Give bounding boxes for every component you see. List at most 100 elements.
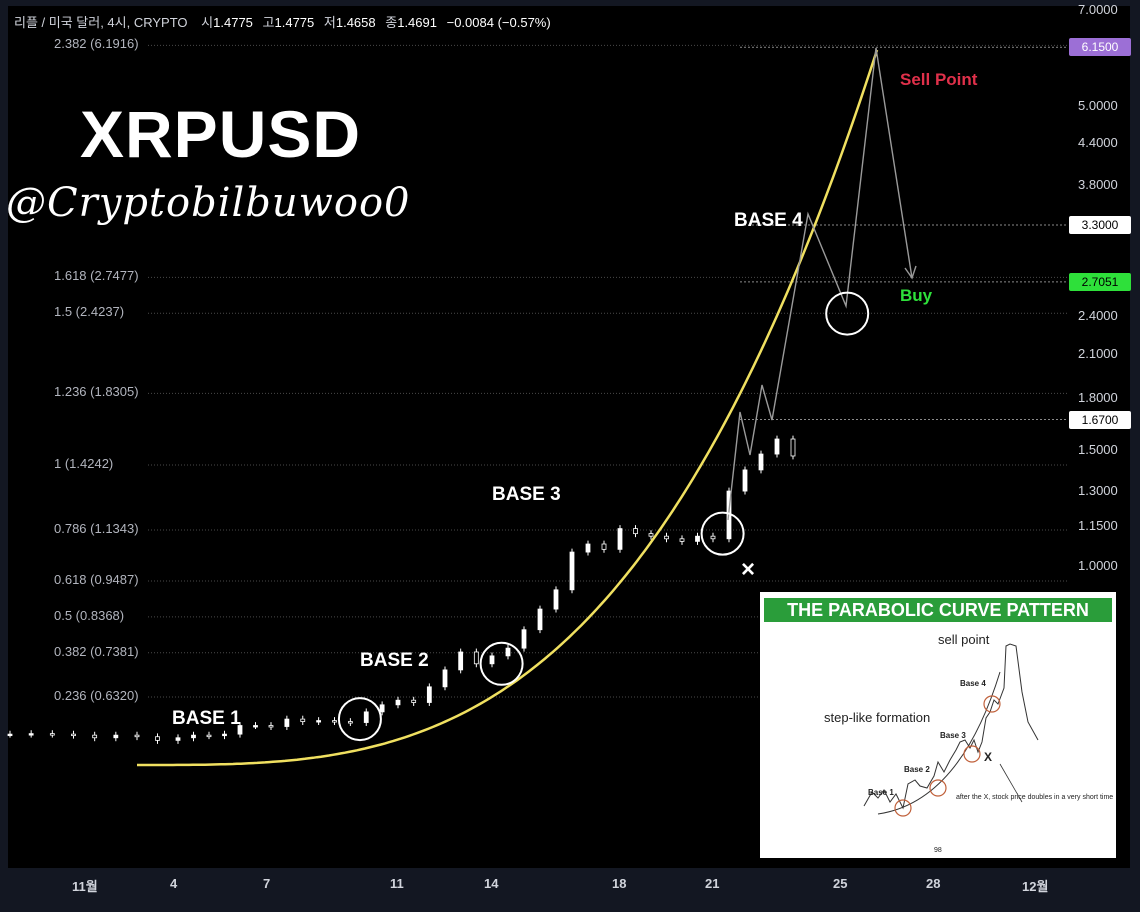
x-tick-7: 25 — [833, 876, 848, 891]
legend-low: 1.4658 — [335, 15, 376, 30]
candle-body-40 — [679, 538, 685, 542]
inset-title: THE PARABOLIC CURVE PATTERN — [764, 598, 1112, 622]
fib-label-3: 1.236 (1.8305) — [54, 384, 139, 400]
candle-body-39 — [664, 535, 669, 540]
inset-arrow — [999, 763, 1023, 803]
candle-body-22 — [395, 699, 401, 706]
x-tick-6: 21 — [705, 876, 720, 891]
projection-line — [727, 47, 913, 521]
candle-body-38 — [648, 533, 654, 537]
x-tick-0: 11월 — [72, 879, 98, 894]
y-tick-14: 1.0000 — [1078, 558, 1118, 573]
candle-body-25 — [442, 669, 448, 688]
price-badge-0: 6.1500 — [1069, 38, 1131, 57]
candle-body-10 — [206, 734, 212, 738]
legend-change: −0.0084 (−0.57%) — [446, 15, 551, 30]
inset-step-like: step-like formation — [824, 710, 931, 725]
candle-body-35 — [601, 543, 607, 550]
inset-circle-1 — [894, 799, 912, 817]
inset-page-number: 98 — [934, 847, 942, 854]
candle-body-46 — [774, 438, 780, 455]
fib-label-7: 0.5 (0.8368) — [54, 607, 125, 623]
candle-body-3 — [71, 733, 76, 737]
x-tick-5: 18 — [612, 876, 627, 891]
price-badge-1: 3.3000 — [1069, 216, 1131, 235]
inset-base2: Base 2 — [904, 765, 930, 774]
candle-body-2 — [49, 733, 55, 736]
x-tick-9: 12월 — [1022, 879, 1049, 894]
candle-body-0 — [7, 733, 13, 737]
candle-body-9 — [191, 734, 196, 739]
base-circle-1 — [337, 697, 382, 742]
legend-high-label: 고 — [262, 15, 275, 30]
y-tick-8: 2.1000 — [1078, 346, 1118, 362]
inset-diagram — [863, 643, 1039, 817]
candle-body-30 — [521, 629, 527, 649]
candle-body-11 — [222, 733, 227, 737]
base-label-2: BASE 2 — [360, 650, 429, 671]
base-circle-4 — [825, 291, 870, 336]
candle-body-17 — [316, 720, 322, 723]
y-tick-2: 5.0000 — [1078, 98, 1118, 114]
y-tick-12: 1.3000 — [1078, 483, 1118, 499]
x-tick-8: 28 — [926, 876, 941, 891]
candle-body-6 — [134, 734, 140, 738]
candle-body-44 — [742, 469, 748, 492]
inset-circle-3 — [963, 745, 981, 763]
y-tick-13: 1.1500 — [1078, 518, 1118, 534]
candle-body-36 — [617, 528, 623, 550]
candle-body-47 — [790, 438, 796, 457]
candle-body-27 — [473, 651, 479, 665]
base-label-4: BASE 4 — [734, 210, 803, 231]
candle-body-32 — [553, 589, 559, 610]
price-badge-2: 2.7051 — [1069, 272, 1131, 291]
candle-body-34 — [585, 543, 591, 553]
candle-body-31 — [537, 608, 543, 631]
fib-label-9: 0.236 (0.6320) — [54, 688, 139, 704]
fib-label-1: 1.618 (2.7477) — [54, 268, 139, 284]
legend-low-label: 저 — [323, 15, 336, 30]
inset-base4: Base 4 — [960, 679, 986, 688]
inset-sell-point: sell point — [938, 632, 990, 647]
overlay-handle: @Cryptobilbuwoo0 — [6, 180, 411, 226]
base-circle-3 — [700, 511, 745, 556]
candle-body-24 — [426, 686, 432, 703]
candle-body-12 — [237, 725, 243, 735]
candle-body-21 — [379, 704, 385, 713]
fib-label-4: 1 (1.4242) — [54, 456, 114, 472]
x-tick-3: 11 — [390, 876, 404, 891]
fib-label-2: 1.5 (2.4237) — [54, 304, 125, 320]
candle-body-26 — [458, 651, 464, 671]
base-circle-2 — [479, 641, 524, 686]
candle-body-14 — [268, 725, 274, 728]
legend-close-label: 종 — [385, 15, 398, 30]
candle-body-42 — [710, 535, 716, 540]
legend-close: 1.4691 — [397, 15, 437, 30]
x-tick-2: 7 — [263, 876, 271, 891]
candle-body-45 — [758, 453, 764, 471]
buy-label: Buy — [900, 286, 933, 305]
fib-label-8: 0.382 (0.7381) — [54, 643, 139, 659]
legend-high: 1.4775 — [274, 15, 315, 30]
sell-point-label: Sell Point — [900, 70, 978, 89]
parabolic-pattern-inset: THE PARABOLIC CURVE PATTERN sell point s… — [760, 592, 1116, 858]
candle-body-20 — [363, 711, 369, 723]
candle-body-18 — [332, 720, 337, 723]
x-tick-1: 4 — [170, 876, 178, 891]
parabola-curve — [137, 49, 879, 767]
y-tick-11: 1.5000 — [1078, 442, 1118, 458]
y-tick-3: 4.4000 — [1078, 134, 1118, 150]
fib-label-6: 0.618 (0.9487) — [54, 572, 139, 588]
candle-body-5 — [113, 734, 119, 739]
candle-body-37 — [633, 528, 638, 535]
inset-circle-2 — [929, 779, 947, 797]
overlay-title: XRPUSD — [80, 97, 362, 171]
candle-body-1 — [28, 733, 34, 736]
legend-symbol: 리플 / 미국 달러, 4시, CRYPTO — [14, 15, 188, 30]
candle-body-16 — [300, 718, 306, 722]
projection-arrowhead — [904, 265, 917, 280]
candle-body-23 — [411, 699, 417, 703]
price-badge-3: 1.6700 — [1069, 410, 1131, 429]
